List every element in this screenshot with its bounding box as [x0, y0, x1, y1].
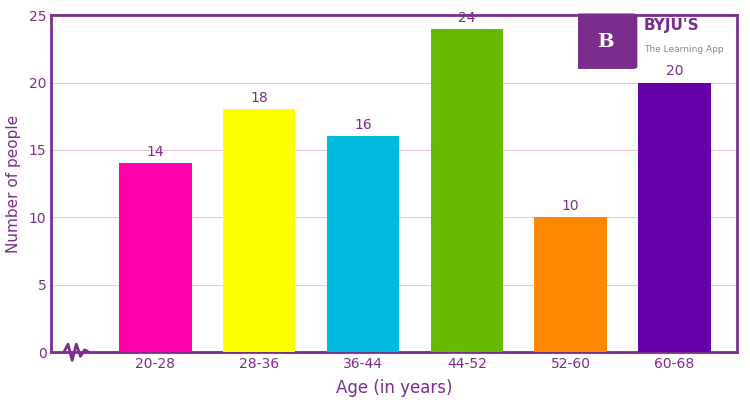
Text: The Learning App: The Learning App — [644, 45, 723, 54]
Bar — [327, 137, 399, 352]
Y-axis label: Number of people: Number of people — [5, 114, 20, 253]
Text: 10: 10 — [562, 199, 580, 213]
Text: 24: 24 — [458, 10, 476, 25]
Bar — [535, 217, 607, 352]
Text: 20: 20 — [666, 64, 683, 79]
Text: BYJU'S: BYJU'S — [644, 18, 699, 33]
Text: 16: 16 — [354, 118, 372, 133]
Bar — [430, 29, 503, 352]
Text: 14: 14 — [146, 145, 164, 160]
Bar — [223, 110, 296, 352]
Bar — [119, 164, 191, 352]
Text: B: B — [597, 33, 613, 50]
Bar — [638, 83, 711, 352]
Text: 18: 18 — [251, 91, 268, 106]
FancyBboxPatch shape — [573, 13, 638, 69]
X-axis label: Age (in years): Age (in years) — [336, 380, 452, 397]
